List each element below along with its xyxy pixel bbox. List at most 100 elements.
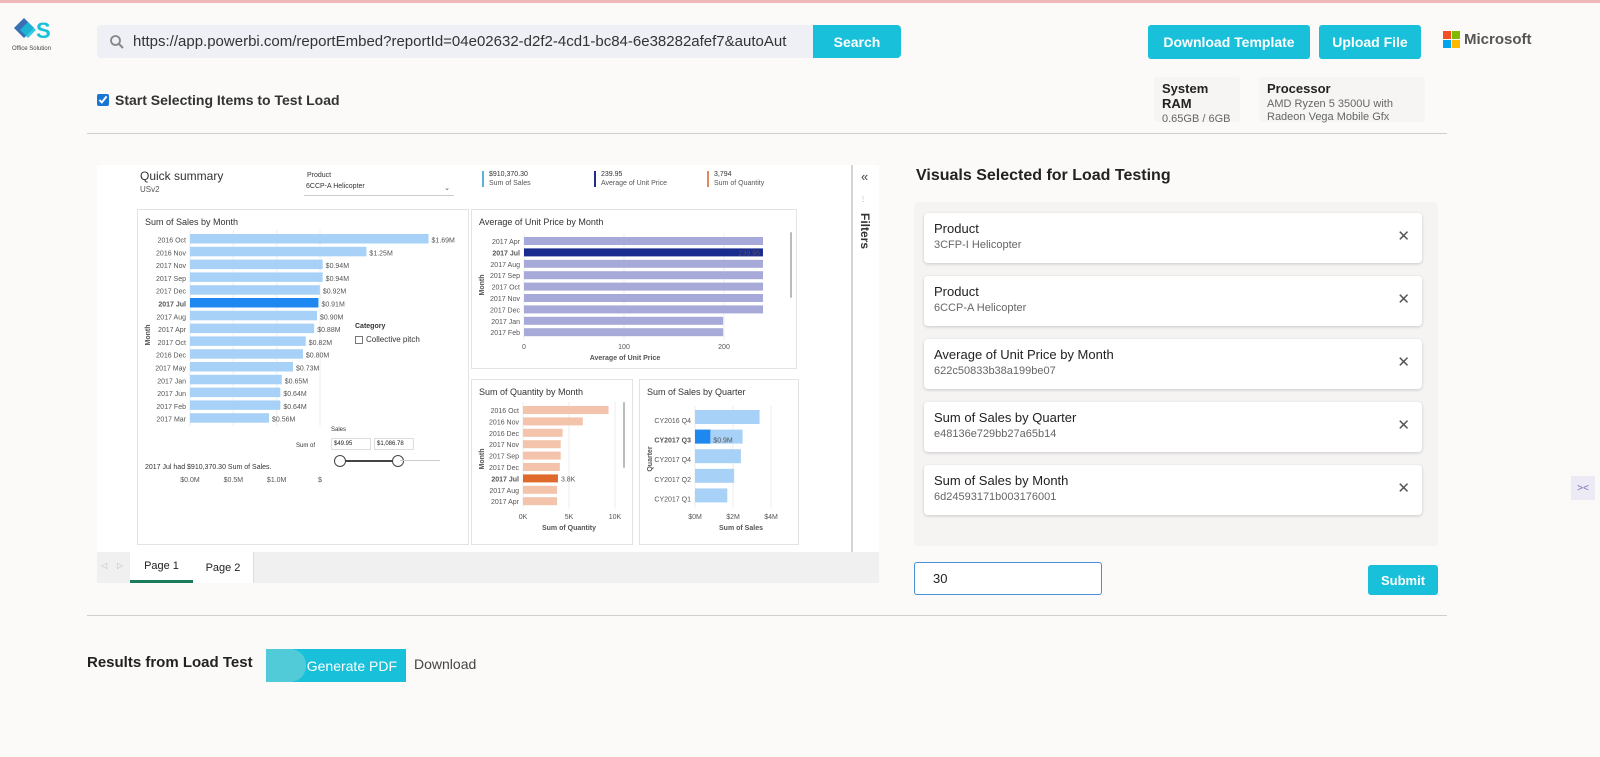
bar <box>190 362 294 372</box>
x-tick-label: 10K <box>609 514 622 521</box>
download-link[interactable]: Download <box>414 656 477 672</box>
submit-button[interactable]: Submit <box>1368 565 1438 595</box>
bar <box>523 406 609 414</box>
category-option[interactable]: Collective pitch <box>355 335 420 344</box>
data-label: $0.94M <box>326 263 350 270</box>
url-input[interactable] <box>133 33 813 50</box>
y-tick-label: 2017 Aug <box>489 488 519 495</box>
visual-item: Average of Unit Price by Month 622c50833… <box>924 339 1422 389</box>
close-icon[interactable]: ✕ <box>1397 480 1410 497</box>
bar <box>523 463 560 471</box>
top-accent-line <box>0 0 1600 3</box>
bar <box>190 387 281 398</box>
y-tick-label: 2017 Dec <box>489 465 519 472</box>
kpi-value: 239.95 <box>601 171 623 178</box>
sales-by-quarter-chart: $0M $2M $4M CY2016 Q4 CY2017 Q3 $0.9M CY2017 Q… <box>647 406 778 532</box>
results-label: Results from Load Test <box>87 654 253 671</box>
data-label: $0.65M <box>285 378 309 385</box>
x-tick-label: 200 <box>718 344 730 351</box>
slider-min-handle[interactable] <box>334 455 346 467</box>
data-label: $1.25M <box>369 250 393 257</box>
microsoft-logo: Microsoft <box>1443 31 1532 48</box>
bar <box>524 305 764 314</box>
slider-max-handle[interactable] <box>392 455 404 467</box>
upload-file-button[interactable]: Upload File <box>1319 25 1421 59</box>
scrollbar <box>623 402 625 468</box>
y-tick-label: 2016 Dec <box>489 431 519 438</box>
x-tick-label: 5K <box>565 514 574 521</box>
tab-page-2[interactable]: Page 2 <box>193 552 254 583</box>
y-tick-label: 2017 Jul <box>158 302 186 309</box>
bar <box>523 485 558 494</box>
x-tick-label: 0 <box>522 344 526 351</box>
bar <box>190 298 319 308</box>
kpi-average-unit-price: 239.95 Average of Unit Price <box>594 171 667 187</box>
filters-pane[interactable]: « ⫶ Filters <box>851 165 879 552</box>
data-label: 239.95 <box>739 250 761 257</box>
checkbox-icon[interactable] <box>355 335 363 344</box>
x-tick-label: 0K <box>519 514 528 521</box>
quantity-by-month-chart: 0K 5K 10K 2016 Oct 2016 Nov 2016 Dec 2017 Nov 2… <box>479 402 625 532</box>
y-tick-label: 2017 Apr <box>158 327 187 334</box>
data-label: $0.64M <box>283 404 307 411</box>
y-tick-label: 2017 Jan <box>157 378 186 385</box>
slider-max-input[interactable]: $1,086.78 <box>374 438 414 450</box>
y-tick-label: 2017 Sep <box>489 454 519 461</box>
next-page-icon[interactable]: ▷ <box>117 561 124 570</box>
category-label: Category <box>355 323 386 330</box>
tab-page-1[interactable]: Page 1 <box>130 552 193 583</box>
kpi-label: Average of Unit Price <box>601 180 668 187</box>
bar <box>190 374 282 385</box>
prev-page-icon[interactable]: ◁ <box>101 561 108 570</box>
avg-unit-price-chart: 0 100 200 2017 Apr 2017 Jul 239.95 2017 Aug 201… <box>479 232 792 362</box>
y-tick-label: 2017 Mar <box>156 417 186 424</box>
report-title: Quick summary <box>140 169 224 183</box>
download-template-button[interactable]: Download Template <box>1148 25 1310 59</box>
close-icon[interactable]: ✕ <box>1397 417 1410 434</box>
bar <box>695 449 741 464</box>
load-count-input[interactable] <box>914 562 1102 595</box>
bar <box>190 234 429 244</box>
product-slicer-label: Product <box>307 172 332 179</box>
y-tick-label: 2016 Oct <box>491 408 519 415</box>
generate-pdf-label: Generate PDF <box>306 657 397 674</box>
y-tick-label: 2016 Nov <box>156 250 186 257</box>
visual-item-id: 6CCP-A Helicopter <box>934 302 1027 314</box>
y-tick-label: 2016 Nov <box>489 419 519 426</box>
kpi-label: Sum of Quantity <box>714 180 765 187</box>
bar <box>524 271 764 280</box>
y-tick-label: 2017 Feb <box>490 330 520 337</box>
ram-value: 0.65GB / 6GB <box>1162 113 1231 125</box>
close-icon[interactable]: ✕ <box>1397 354 1410 371</box>
side-panel-toggle-icon[interactable]: >< <box>1571 476 1595 500</box>
visual-sales-by-month[interactable]: Sum of Sales by Month $0.0M $0.5M $1.0M $20… <box>137 209 469 545</box>
y-tick-label: 2016 Dec <box>156 353 186 360</box>
slider-rest-track <box>400 460 440 461</box>
bar <box>523 417 583 426</box>
data-label: 3.8K <box>561 476 576 483</box>
visual-sales-by-quarter[interactable]: Sum of Sales by Quarter $0M $2M $4M CY2016 … <box>639 379 799 545</box>
close-icon[interactable]: ✕ <box>1397 291 1410 308</box>
start-selecting-checkbox[interactable] <box>97 94 109 106</box>
start-selecting-label: Start Selecting Items to Test Load <box>115 92 340 108</box>
slider-track[interactable] <box>339 460 399 462</box>
visual-quantity-by-month[interactable]: Sum of Quantity by Month 0K 5K 10K 2016 Oct… <box>471 379 633 545</box>
visual-item-title: Product <box>934 284 979 299</box>
close-icon[interactable]: ✕ <box>1397 228 1410 245</box>
collapse-icon[interactable]: « <box>861 169 869 184</box>
generate-pdf-button[interactable]: Generate PDF <box>266 649 406 682</box>
y-axis-label: Month <box>145 325 152 346</box>
product-slicer-dropdown[interactable]: 6CCP-A Helicopter ⌄ <box>304 183 454 196</box>
y-axis-label: Month <box>479 449 486 470</box>
slider-min-input[interactable]: $49.95 <box>331 438 371 450</box>
search-button[interactable]: Search <box>813 25 901 58</box>
start-selecting-row[interactable]: Start Selecting Items to Test Load <box>97 92 340 108</box>
visual-avg-unit-price-by-month[interactable]: Average of Unit Price by Month 0 100 200 20… <box>471 209 797 369</box>
bar <box>190 336 306 346</box>
visuals-panel: Product 3CFP-I Helicopter ✕ Product 6CCP… <box>914 202 1438 546</box>
y-tick-label: CY2017 Q4 <box>654 457 691 464</box>
y-tick-label: 2017 Dec <box>156 289 186 296</box>
x-tick-label: $0M <box>688 514 702 521</box>
data-label: $1.69M <box>432 238 456 245</box>
y-tick-label: 2017 Sep <box>490 273 520 280</box>
